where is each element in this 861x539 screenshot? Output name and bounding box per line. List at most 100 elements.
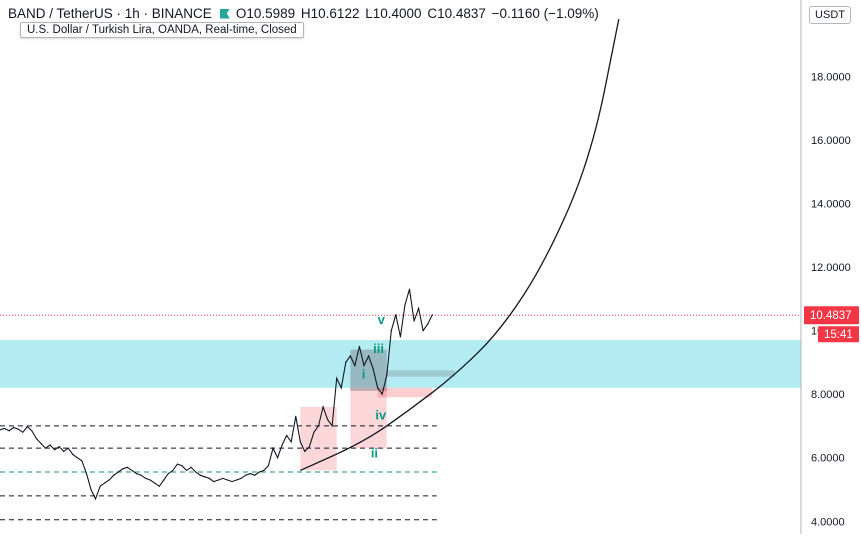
price-point bbox=[386, 374, 388, 376]
price-point bbox=[35, 438, 38, 440]
price-point bbox=[331, 425, 333, 427]
price-point bbox=[304, 450, 306, 452]
price-point bbox=[418, 307, 420, 309]
price-point bbox=[172, 469, 174, 472]
price-point bbox=[31, 430, 33, 432]
wave-label-ii: ii bbox=[371, 446, 378, 461]
low-value: 10.4000 bbox=[372, 6, 422, 21]
price-point bbox=[17, 428, 19, 430]
price-point bbox=[117, 471, 119, 473]
price-point bbox=[3, 427, 6, 430]
price-line bbox=[0, 289, 433, 501]
price-point bbox=[135, 473, 138, 475]
price-point bbox=[22, 431, 24, 433]
price-point bbox=[67, 447, 69, 449]
price-point bbox=[367, 355, 370, 357]
y-tick-label: 4.0000 bbox=[811, 516, 845, 528]
price-point bbox=[363, 364, 365, 367]
price-point bbox=[340, 387, 342, 389]
price-point bbox=[249, 473, 251, 475]
price-point bbox=[49, 444, 51, 446]
low-label: L bbox=[365, 6, 373, 21]
price-point bbox=[372, 368, 374, 370]
price-point bbox=[217, 479, 219, 481]
price-point bbox=[44, 447, 47, 449]
price-point bbox=[290, 441, 292, 443]
wave-label-iii: iii bbox=[373, 341, 384, 356]
price-point bbox=[299, 441, 301, 443]
price-point bbox=[413, 320, 415, 322]
price-point bbox=[231, 480, 233, 483]
price-point bbox=[81, 460, 83, 462]
price-point bbox=[404, 304, 406, 306]
price-point bbox=[345, 361, 347, 363]
current-price-value: 10.4837 bbox=[810, 310, 852, 322]
countdown-value: 15:41 bbox=[824, 329, 853, 341]
open-value: 10.5989 bbox=[246, 6, 296, 21]
price-point bbox=[213, 480, 215, 483]
range-box-0 bbox=[300, 406, 337, 471]
price-point bbox=[54, 449, 56, 451]
price-point bbox=[377, 387, 379, 389]
price-point bbox=[85, 473, 88, 475]
range-box-4 bbox=[386, 370, 455, 377]
price-point bbox=[40, 442, 42, 445]
price-point bbox=[349, 355, 351, 357]
price-point bbox=[263, 469, 265, 472]
price-point bbox=[190, 466, 192, 468]
close-label: C bbox=[427, 6, 438, 21]
y-tick-label: 18.0000 bbox=[811, 71, 851, 83]
price-point bbox=[395, 314, 397, 316]
price-point bbox=[427, 323, 429, 325]
price-point bbox=[195, 471, 197, 473]
price-point bbox=[0, 429, 1, 431]
price-point bbox=[167, 473, 169, 475]
price-point bbox=[204, 476, 206, 478]
price-point bbox=[354, 364, 356, 367]
symbol-title[interactable]: BAND / TetherUS · 1h · BINANCE bbox=[8, 6, 212, 21]
price-point bbox=[422, 329, 424, 332]
price-point bbox=[272, 447, 274, 449]
price-point bbox=[58, 445, 60, 448]
price-point bbox=[94, 498, 97, 500]
price-point bbox=[72, 453, 74, 456]
symbol-tooltip: U.S. Dollar / Turkish Lira, OANDA, Real-… bbox=[20, 22, 304, 38]
price-point bbox=[281, 444, 283, 446]
price-point bbox=[245, 474, 247, 476]
currency-button[interactable]: USDT bbox=[809, 6, 851, 24]
current-price-badge bbox=[804, 306, 859, 325]
price-point bbox=[185, 469, 188, 472]
y-tick-label: 14.0000 bbox=[811, 198, 851, 210]
price-point bbox=[317, 425, 320, 427]
high-label: H bbox=[300, 6, 311, 21]
y-tick-label: 6.0000 bbox=[811, 453, 845, 465]
price-point bbox=[399, 336, 401, 338]
price-point bbox=[322, 406, 324, 408]
support-zone-0 bbox=[0, 340, 801, 388]
change-value: −0.1160 (−1.09%) bbox=[491, 6, 599, 21]
price-point bbox=[222, 477, 224, 479]
price-point bbox=[336, 377, 338, 379]
y-tick-label: 12.0000 bbox=[811, 262, 851, 274]
price-point bbox=[240, 477, 242, 479]
price-point bbox=[408, 288, 411, 290]
price-point bbox=[163, 479, 165, 481]
price-point bbox=[13, 426, 15, 429]
price-point bbox=[313, 431, 315, 433]
price-point bbox=[208, 477, 210, 479]
price-point bbox=[131, 469, 133, 472]
market-status-flag-icon bbox=[219, 8, 230, 19]
price-point bbox=[199, 474, 201, 476]
price-point bbox=[76, 457, 78, 459]
price-point bbox=[381, 393, 383, 395]
price-point bbox=[140, 474, 142, 476]
price-point bbox=[286, 434, 288, 437]
wave-label-v: v bbox=[378, 312, 386, 327]
price-point bbox=[181, 465, 183, 467]
price-point bbox=[390, 329, 392, 332]
price-point bbox=[308, 445, 310, 448]
price-point bbox=[267, 465, 270, 467]
price-point bbox=[104, 482, 106, 484]
